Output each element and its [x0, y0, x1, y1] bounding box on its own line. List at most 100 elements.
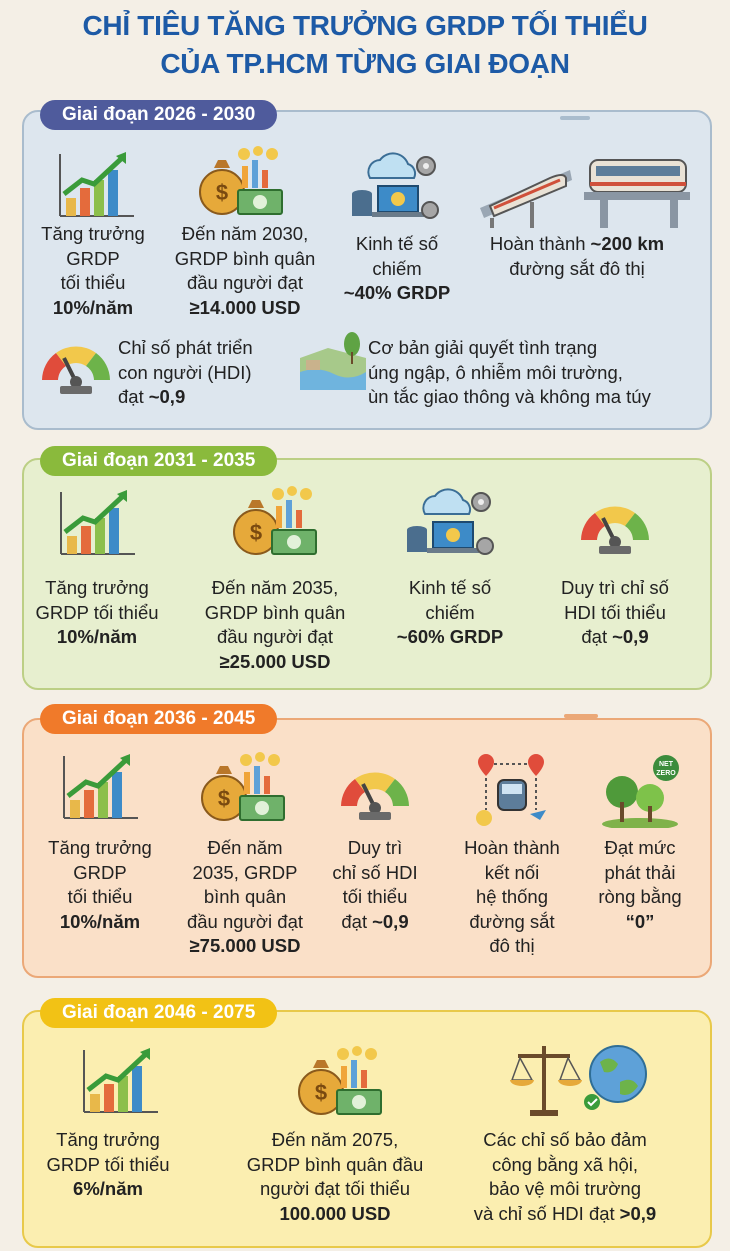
text: bảo vệ môi trường: [488, 1178, 642, 1199]
icon: [575, 496, 655, 556]
text-line: úng ngập, ô nhiễm môi trường,: [368, 361, 651, 386]
icon: [335, 762, 415, 822]
text: Tăng trưởng: [41, 223, 145, 244]
text-line: ≥25.000 USD: [165, 650, 385, 675]
text: ròng bằng: [598, 886, 682, 907]
text: GRDP tối thiểu: [46, 1153, 170, 1175]
icon: [298, 332, 368, 392]
text-line: Tăng trưởng: [0, 576, 207, 601]
text-line: 100.000 USD: [225, 1202, 445, 1227]
text-line: GRDP tối thiểu: [0, 601, 207, 626]
item-text: Hoàn thành ~200 km đường sắt đô thị: [467, 232, 687, 281]
text-line: người đạt tối thiểu: [225, 1177, 445, 1202]
text: GRDP bình quân: [174, 247, 316, 269]
item-text: Đến năm 2030, GRDP bình quân đầu người đạt…: [135, 222, 355, 320]
text-line: kết nối: [402, 861, 622, 886]
text: Đến năm 2035,: [211, 577, 339, 598]
icon: [405, 486, 495, 561]
text-line: Đến năm: [135, 836, 355, 861]
item-text: Các chỉ số bảo đảm công bằng xã hội, bảo v…: [455, 1128, 675, 1226]
text-line: tối thiểu: [265, 885, 485, 910]
text-line: Tăng trưởng: [0, 836, 210, 861]
text-line: đầu người đạt: [135, 271, 355, 296]
text: Đến năm: [207, 837, 283, 858]
icon: [230, 486, 320, 556]
text: đầu người đạt: [216, 626, 334, 647]
highlight-text: 6%/năm: [73, 1178, 143, 1199]
text: đạt: [341, 910, 368, 932]
text: đường sắt đô thị: [509, 257, 645, 279]
icon: [56, 150, 136, 220]
text: Chỉ số phát triển: [118, 337, 253, 358]
text: Kinh tế số: [408, 577, 492, 598]
section-tab: Giai đoạn 2026 - 2030: [40, 100, 278, 130]
text-line: ≥75.000 USD: [135, 934, 355, 959]
icon: [36, 336, 116, 396]
text-line: 2035, GRDP: [135, 861, 355, 886]
text: GRDP bình quân đầu: [246, 1153, 424, 1175]
item-text: Đạt mức phát thải ròng bằng “0”: [530, 836, 730, 934]
text-line: đô thị: [402, 934, 622, 959]
text: GRDP: [66, 247, 120, 269]
text: ùn tắc giao thông và không ma túy: [368, 386, 651, 407]
item-text: Đến năm 2035, GRDP bình quân đầu người đạt…: [165, 576, 385, 674]
item-text: Duy trì chỉ số HDI tối thiểu đạt ~0,9: [265, 836, 485, 934]
text-line: Hoàn thành ~200 km: [467, 232, 687, 257]
text: Duy trì: [347, 837, 403, 858]
text: Hoàn thành: [464, 837, 560, 858]
item-text: Kinh tế số chiếm ~40% GRDP: [287, 232, 507, 306]
text: hệ thống: [475, 886, 548, 907]
text-line: Hoàn thành: [402, 836, 622, 861]
text: GRDP tối thiểu: [35, 601, 159, 623]
icon: [350, 150, 440, 225]
item-text: Duy trì chỉ số HDI tối thiểu đạt ~0,9: [505, 576, 725, 650]
text: Tăng trưởng: [45, 577, 149, 598]
text: Tăng trưởng: [56, 1129, 160, 1150]
icon: [198, 752, 288, 822]
title: CHỈ TIÊU TĂNG TRƯỞNG GRDP TỐI THIỂU: [82, 10, 648, 41]
text: HDI tối thiểu: [564, 601, 666, 623]
text: đầu người đạt: [186, 910, 304, 932]
text-line: đạt ~0,9: [265, 910, 485, 935]
text: Hoàn thành: [489, 233, 586, 254]
text-line: 10%/năm: [0, 625, 207, 650]
text-line: 10%/năm: [0, 296, 203, 321]
item-text: Tăng trưởng GRDP tối thiểu 10%/năm: [0, 836, 210, 934]
text-line: GRDP: [0, 861, 210, 886]
item-text: Tăng trưởng GRDP tối thiểu 10%/năm: [0, 576, 207, 650]
section-tab: Giai đoạn 2036 - 2045: [40, 704, 278, 734]
highlight-text: ~200 km: [590, 233, 665, 254]
text-line: bình quân: [135, 885, 355, 910]
highlight-text: >0,9: [619, 1202, 657, 1224]
text: Duy trì chỉ số: [561, 577, 669, 598]
highlight-text: 10%/năm: [59, 910, 141, 932]
text: úng ngập, ô nhiễm môi trường,: [368, 361, 623, 383]
text-line: Cơ bản giải quyết tình trạng: [368, 336, 651, 361]
text-line: GRDP tối thiểu: [0, 1153, 218, 1178]
item-text: Tăng trưởng GRDP tối thiểu 10%/năm: [0, 222, 203, 320]
text-line: chiếm: [287, 257, 507, 282]
text: chiếm: [425, 601, 475, 623]
text-line: công bằng xã hội,: [455, 1153, 675, 1178]
text-line: Đến năm 2075,: [225, 1128, 445, 1153]
text-line: Duy trì: [265, 836, 485, 861]
decoration: [564, 714, 598, 718]
section-box: [22, 718, 712, 978]
text-line: con người (HDI): [118, 361, 253, 386]
text-line: phát thải: [530, 861, 730, 886]
icon: [480, 148, 690, 228]
text: Đến năm 2030,: [181, 223, 309, 244]
section-tab: Giai đoạn 2031 - 2035: [40, 446, 278, 476]
highlight-text: ~0,9: [372, 910, 409, 932]
text-line: Các chỉ số bảo đảm: [455, 1128, 675, 1153]
item-text: Đến năm 2035, GRDP bình quân đầu người đạt ≥…: [135, 836, 355, 959]
highlight-text: ≥75.000 USD: [189, 935, 301, 956]
highlight-text: 10%/năm: [52, 296, 134, 318]
text: người đạt tối thiểu: [260, 1178, 410, 1199]
text-line: Đến năm 2035,: [165, 576, 385, 601]
icon: [80, 1046, 160, 1116]
highlight-text: ≥14.000 USD: [189, 296, 301, 318]
text: công bằng xã hội,: [491, 1153, 639, 1175]
highlight-text: 100.000 USD: [279, 1202, 391, 1224]
